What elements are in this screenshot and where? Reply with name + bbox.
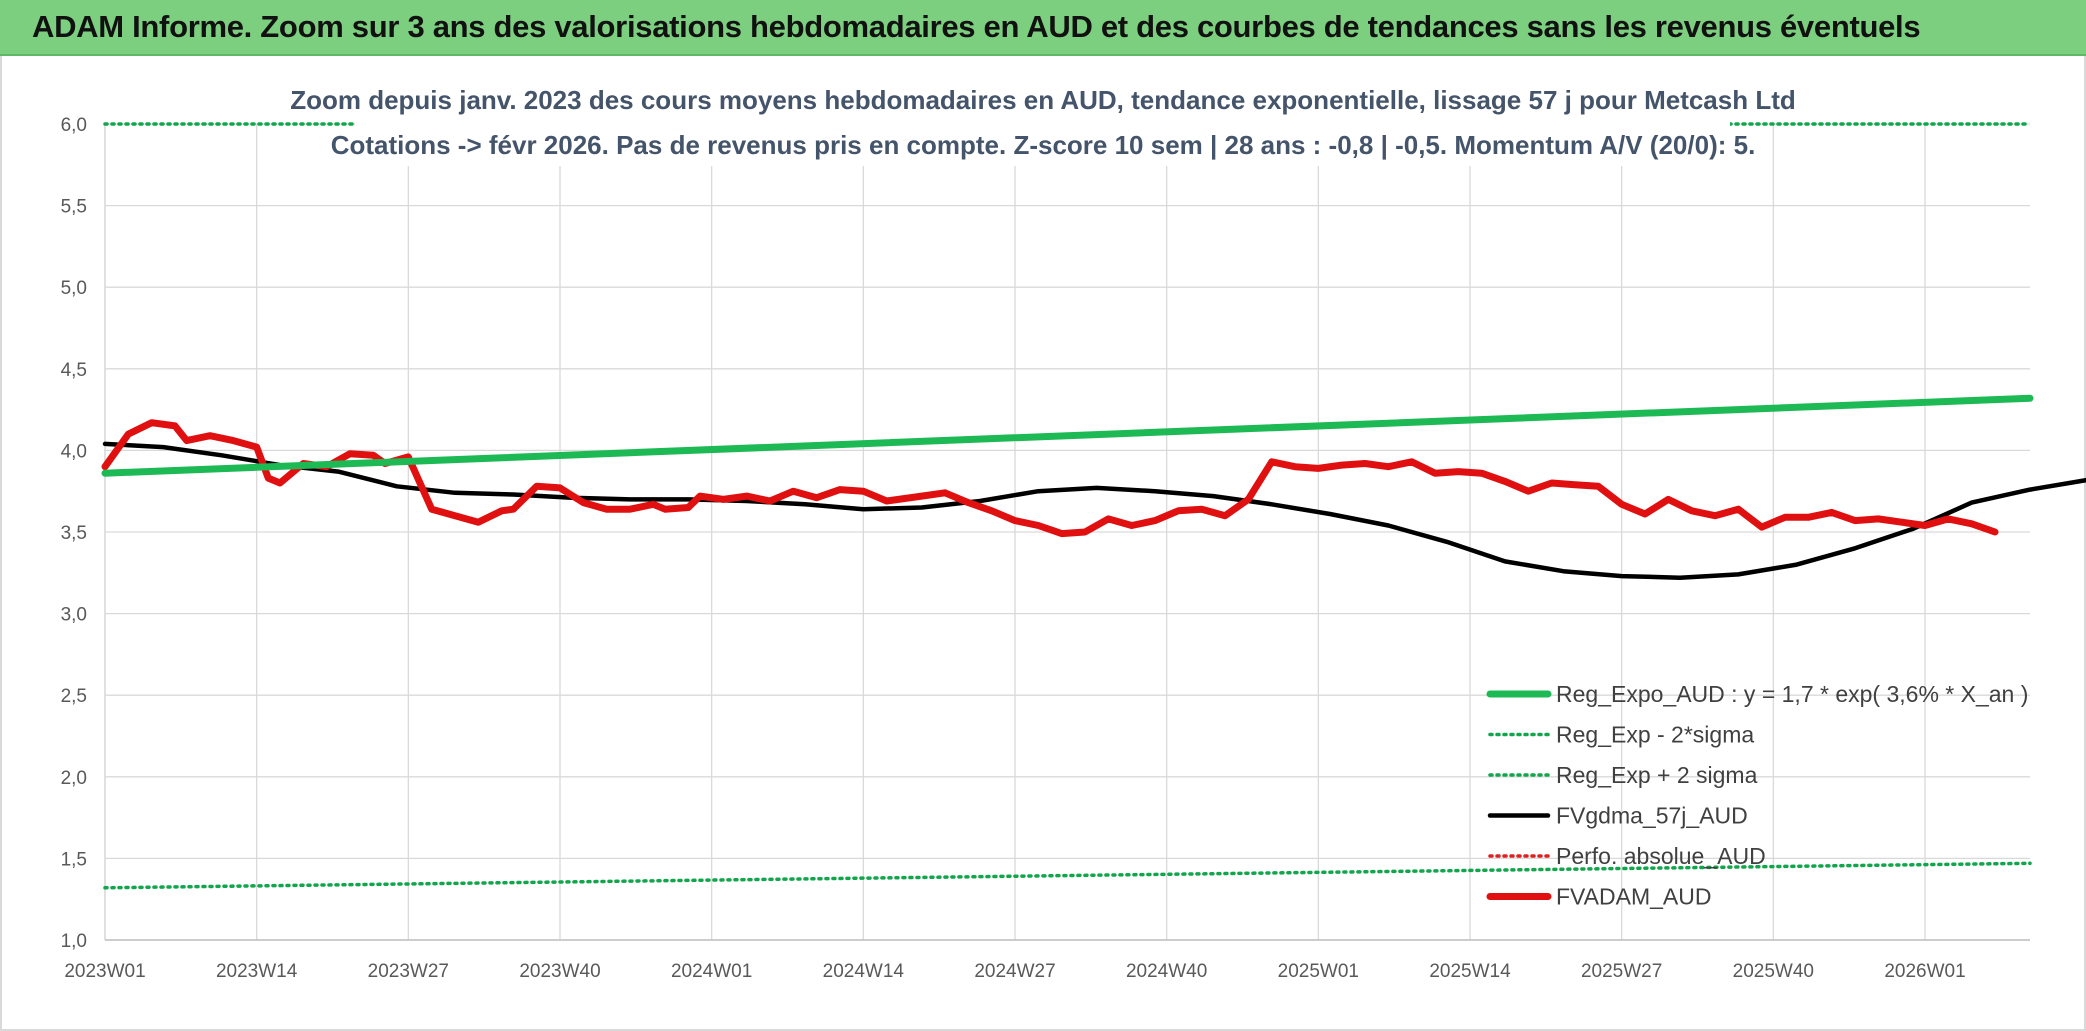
y-tick-label: 5,5 [61,197,87,218]
y-tick-label: 2,0 [61,768,87,789]
series-layer [101,122,2086,890]
chart-subtitle-line2: Cotations -> févr 2026. Pas de revenus p… [331,130,1756,160]
legend-label-3: FVgdma_57j_AUD [1556,803,1748,829]
chart-title-background [355,78,1730,166]
y-tick-label: 1,0 [61,931,87,952]
x-tick-label: 2025W14 [1429,961,1511,982]
y-tick-label: 3,0 [61,605,87,626]
x-tick-label: 2023W01 [64,961,145,982]
x-tick-label: 2025W27 [1581,961,1662,982]
y-tick-label: 5,0 [61,278,87,299]
x-tick-label: 2024W01 [671,961,752,982]
x-tick-label: 2023W27 [368,961,449,982]
y-axis-ticks: 1,0 1,5 2,0 2,5 3,0 3,5 4,0 4,5 5,0 5,5 6,0 [61,115,87,952]
x-tick-label: 2026W01 [1884,961,1965,982]
legend-label-2: Reg_Exp + 2 sigma [1556,762,1758,788]
series-line-1 [103,861,2032,890]
y-tick-label: 1,5 [61,849,87,870]
x-tick-label: 2024W27 [974,961,1055,982]
chart-title-block: Zoom depuis janv. 2023 des cours moyens … [290,78,1796,166]
x-tick-label: 2024W40 [1126,961,1207,982]
y-tick-label: 4,0 [61,441,87,462]
x-tick-label: 2023W40 [519,961,600,982]
y-tick-label: 6,0 [61,115,87,136]
grid-layer [104,123,2030,941]
legend-label-0: Reg_Expo_AUD : y = 1,7 * exp( 3,6% * X_a… [1556,681,2028,707]
y-tick-label: 3,5 [61,523,87,544]
report-title: ADAM Informe. Zoom sur 3 ans des valoris… [32,9,1921,44]
y-tick-label: 2,5 [61,686,87,707]
x-tick-label: 2025W01 [1278,961,1359,982]
x-axis-ticks: 2023W01 2023W14 2023W27 2023W40 2024W01 2024W… [64,961,1965,982]
chart-subtitle-line1: Zoom depuis janv. 2023 des cours moyens … [290,85,1796,115]
x-tick-label: 2024W14 [823,961,905,982]
report-banner: ADAM Informe. Zoom sur 3 ans des valoris… [0,0,2086,56]
x-tick-label: 2023W14 [216,961,298,982]
legend-label-5: FVADAM_AUD [1556,884,1712,910]
series-line-3 [102,441,2086,580]
legend-label-1: Reg_Exp - 2*sigma [1556,722,1754,748]
y-tick-label: 4,5 [61,360,87,381]
legend-label-4: Perfo. absolue_AUD [1556,843,1766,869]
x-tick-label: 2025W40 [1733,961,1814,982]
chart-legend: Reg_Expo_AUD : y = 1,7 * exp( 3,6% * X_a… [1486,681,2028,910]
series-line-0 [101,394,2034,477]
